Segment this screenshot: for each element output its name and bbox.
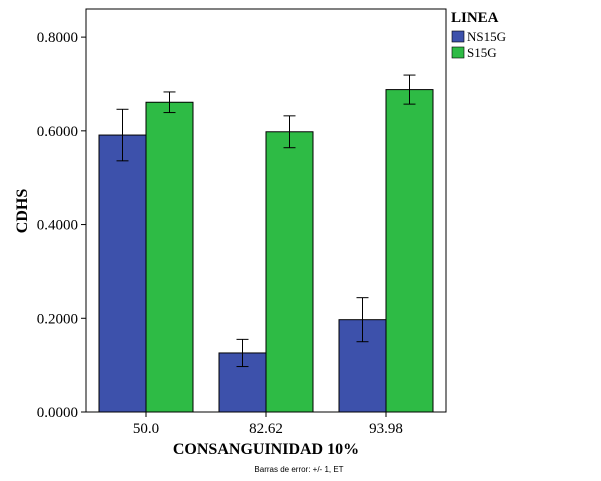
bar-s15g-1: [145, 101, 194, 413]
bars: [98, 74, 434, 413]
y-tick-label: 0.8000: [37, 30, 78, 46]
y-tick-label: 0.0000: [37, 405, 78, 421]
y-tick-label: 0.2000: [37, 311, 78, 327]
error-bar-footnote: Barras de error: +/- 1, ET: [254, 465, 343, 474]
x-tick-label: 50.0: [133, 421, 159, 437]
y-axis-label: CDHS: [14, 189, 31, 234]
y-tick-label: 0.4000: [37, 218, 78, 234]
bar-s15g-2: [265, 131, 314, 413]
legend-swatch-ns15g: [451, 30, 465, 43]
legend-title: LINEA: [451, 10, 499, 26]
x-axis: 50.0 82.62 93.98: [133, 412, 403, 437]
x-tick-label: 93.98: [369, 421, 403, 437]
error-bar: [356, 297, 369, 343]
legend-swatch-s15g: [451, 46, 465, 59]
error-bar: [236, 338, 249, 368]
bar-s15g-3: [385, 89, 434, 413]
error-bar: [163, 91, 176, 114]
y-tick-label: 0.6000: [37, 124, 78, 140]
error-bar: [403, 74, 416, 105]
x-axis-label: CONSANGUINIDAD 10%: [173, 441, 359, 458]
legend-label-s15g: S15G: [467, 45, 497, 60]
bar-ns15g-1: [98, 134, 147, 413]
error-bar: [116, 108, 129, 162]
y-axis: 0.0000 0.2000 0.4000 0.6000 0.8000: [37, 30, 86, 421]
error-bar: [283, 115, 296, 149]
legend-label-ns15g: NS15G: [467, 29, 506, 44]
x-tick-label: 82.62: [249, 421, 283, 437]
